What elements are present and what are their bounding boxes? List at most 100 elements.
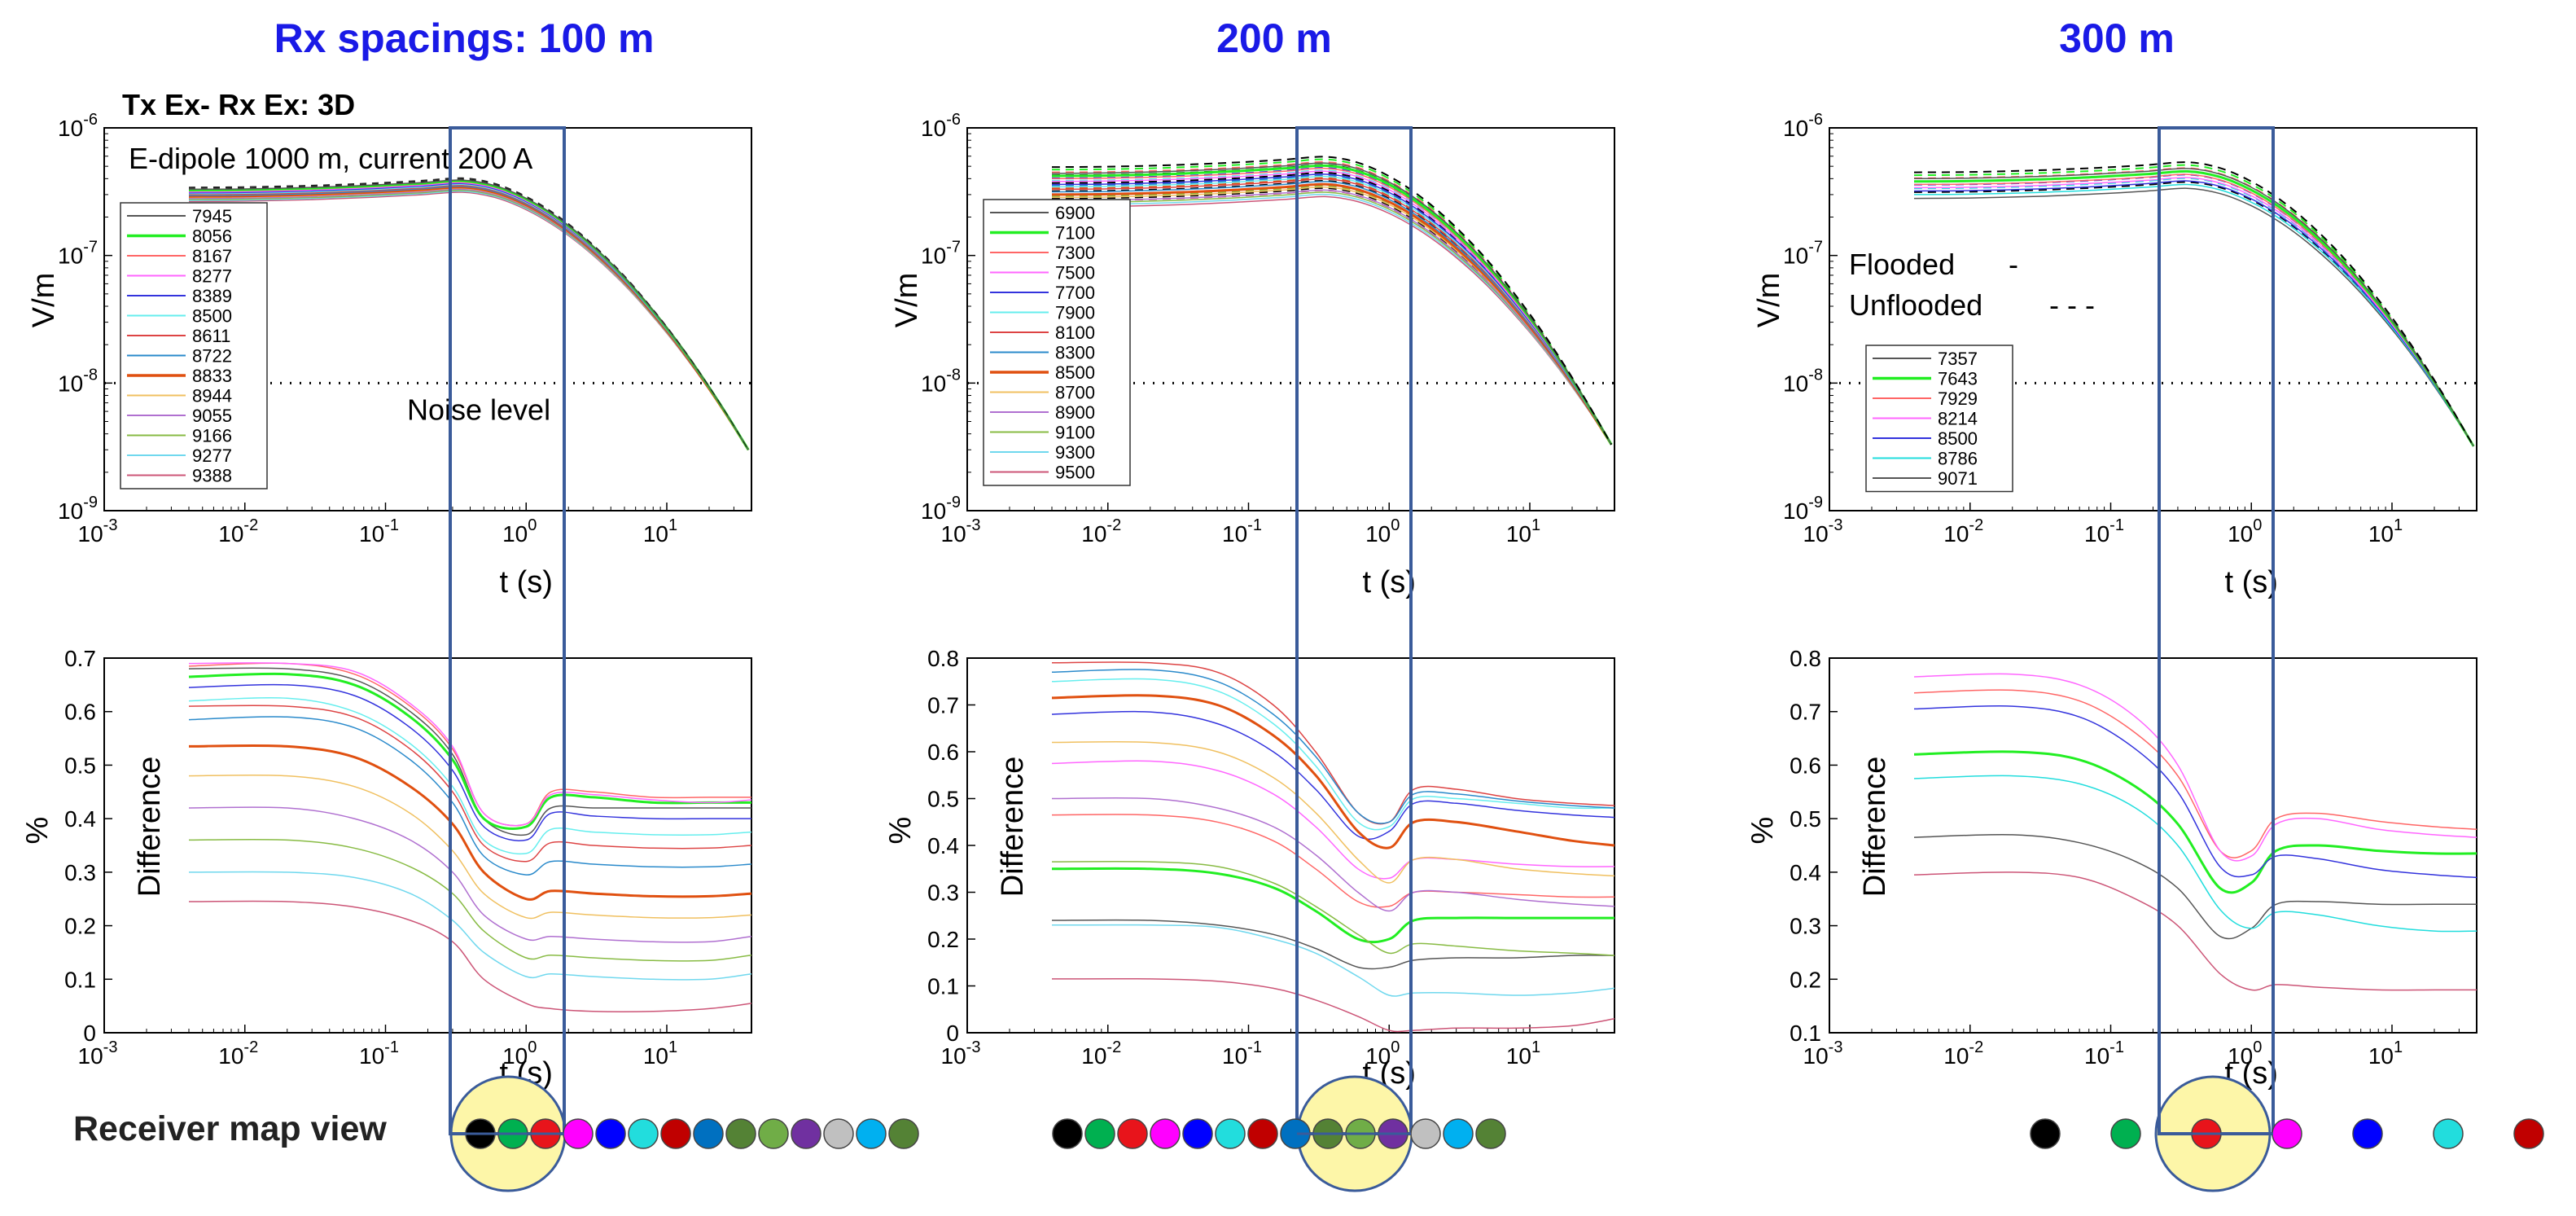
bottom-panel-1-xtick-label-3: 100	[1365, 1038, 1400, 1069]
bottom-panel-2-ytick-label-7: 0.8	[1790, 646, 1821, 671]
bottom-panel-0-ytick-label-4: 0.4	[64, 806, 96, 832]
top-panel-0: 10-9 10-8 10-7 10-6 V/m 10-3 10-2 10-1 100 101 t (…	[27, 88, 752, 599]
top-panel-0-legend-label-8167: 8167	[192, 246, 232, 266]
bottom-panel-0-xtick-label-4: 101	[643, 1038, 677, 1069]
bottom-panel-1-series-8300	[1051, 669, 1615, 824]
top-panel-0-xtick-label-1: 10-2	[218, 516, 258, 547]
top-panel-0-ytick-label-2: 10-7	[58, 239, 98, 269]
top-panel-1-legend-label-7100: 7100	[1055, 223, 1095, 244]
bottom-panel-0-ytick-label-7: 0.7	[64, 646, 96, 671]
top-panel-0-legend-label-9388: 9388	[192, 466, 232, 486]
bottom-panel-1-series-7100	[1051, 867, 1614, 944]
top-panel-1-xtick-label-1: 10-2	[1081, 516, 1121, 547]
bottom-panel-2-ytick-label-1: 0.2	[1790, 967, 1821, 992]
bottom-panel-1-ytick-label-2: 0.2	[927, 927, 959, 952]
bottom-panel-1-inner-label: Difference	[996, 757, 1030, 898]
top-panel-1-series-6900	[1051, 162, 1612, 446]
top-panel-0-ytick-label-3: 10-6	[58, 111, 98, 141]
top-panel-2-annotation-unflooded: Unflooded	[1849, 288, 1982, 322]
bottom-panel-1-series-8500	[1051, 694, 1615, 849]
bottom-panel-1-series-7300	[1051, 814, 1615, 908]
top-panel-1-xtick-label-4: 101	[1506, 516, 1540, 547]
top-panel-2-legend-label-9071: 9071	[1938, 468, 1978, 489]
top-panel-1-series-unflooded-9300	[1051, 187, 1613, 446]
bottom-panel-2-inner-label: Difference	[1858, 757, 1892, 898]
receiver-group-2-receiver-dot-5	[2433, 1118, 2464, 1149]
top-panel-2-xtick-label-0: 10-3	[1803, 516, 1843, 547]
bottom-panel-1-series-6900	[1051, 919, 1615, 970]
bottom-panel-2-xtick-label-2: 10-1	[2084, 1038, 2124, 1069]
bottom-panel-2-series-7643	[1913, 750, 2477, 894]
top-panel-0-legend-label-8611: 8611	[192, 326, 230, 346]
top-panel-2-xlabel: t (s)	[2225, 565, 2278, 599]
receiver-group-0-receiver-dot-7	[693, 1118, 724, 1149]
top-panel-1-ytick-label-1: 10-8	[921, 366, 961, 396]
top-panel-0-legend-label-9055: 9055	[192, 406, 232, 426]
top-panel-2-annotation-flooded-style: -	[2009, 248, 2018, 281]
top-panel-1-series-8900	[1051, 189, 1612, 446]
top-panel-2-legend-label-8500: 8500	[1938, 428, 1978, 449]
top-panel-1-ytick-label-2: 10-7	[921, 239, 961, 269]
top-panel-0-series-7945	[188, 179, 749, 450]
top-panel-0-legend-box	[120, 202, 268, 489]
bottom-panel-2-series-7357	[1913, 833, 2477, 940]
bottom-panel-2-ytick-label-0: 0.1	[1790, 1021, 1821, 1046]
top-panel-1-series-unflooded-8500	[1051, 177, 1613, 446]
top-panel-0-legend-label-8833: 8833	[192, 366, 232, 386]
receiver-group-0-receiver-dot-4	[595, 1118, 626, 1149]
top-panel-0-legend-label-8056: 8056	[192, 226, 232, 247]
bottom-panel-0-ytick-label-3: 0.3	[64, 860, 96, 885]
bottom-panel-0-series-9388	[188, 900, 752, 1012]
receiver-group-1-receiver-dot-6	[1247, 1118, 1278, 1149]
bottom-panel-1-series-9500	[1051, 977, 1615, 1033]
top-panel-0-legend-label-7945: 7945	[192, 206, 232, 226]
bottom-panel-1-ytick-label-3: 0.3	[927, 880, 959, 906]
bottom-panel-1-ytick-label-1: 0.1	[927, 974, 959, 999]
top-panel-2-ytick-label-2: 10-7	[1783, 239, 1823, 269]
top-panel-0-xtick-label-0: 10-3	[78, 516, 118, 547]
bottom-panel-1-ytick-label-4: 0.4	[927, 833, 959, 858]
top-panel-1-legend-label-9300: 9300	[1055, 442, 1095, 463]
receiver-group-1-receiver-dot-1	[1084, 1118, 1115, 1149]
top-panel-0-legend-label-8389: 8389	[192, 286, 232, 306]
bottom-panel-0-xtick-label-1: 10-2	[218, 1038, 258, 1069]
top-panel-0-ylabel: V/m	[27, 273, 61, 328]
top-panel-1-series-unflooded-8300	[1051, 174, 1613, 446]
top-panel-1-xlabel: t (s)	[1363, 565, 1416, 599]
bottom-panel-0-xtick-label-3: 100	[502, 1038, 537, 1069]
bottom-panel-0-series-8500	[188, 696, 752, 855]
top-panel-0-ytick-label-1: 10-8	[58, 366, 98, 396]
bottom-panel-1-ytick-label-5: 0.5	[927, 787, 959, 812]
top-panel-1-series-7500	[1051, 170, 1612, 446]
bottom-panel-0-series-9166	[188, 838, 752, 962]
top-panel-2-series-8214	[1913, 177, 2474, 447]
receiver-group-1-receiver-dot-13	[1475, 1118, 1506, 1149]
bottom-panel-0-series-8833	[188, 744, 752, 901]
bottom-panel-0-xtick-label-2: 10-1	[359, 1038, 399, 1069]
bottom-panel-0-xtick-label-0: 10-3	[78, 1038, 118, 1069]
top-panel-0-xtick-label-4: 101	[643, 516, 677, 547]
bottom-panel-1-xtick-label-4: 101	[1506, 1038, 1540, 1069]
top-panel-0-legend-label-8277: 8277	[192, 266, 232, 287]
receiver-group-1-receiver-dot-4	[1182, 1118, 1213, 1149]
top-panel-2-series-unflooded-9071	[1913, 181, 2475, 447]
bottom-panel-2: 0.1 0.2 0.3 0.4 0.5 0.6 0.7 0.8% Difference 10-3 1…	[1746, 646, 2477, 1091]
top-panel-0-ytick-label-0: 10-9	[58, 494, 98, 524]
top-panel-0-legend-label-8500: 8500	[192, 306, 232, 327]
top-panel-0-legend-label-8722: 8722	[192, 346, 232, 367]
top-panel-1-legend-label-8300: 8300	[1055, 343, 1095, 363]
top-panel-0-annotation-noise: Noise level	[407, 393, 550, 426]
bottom-panel-2-xtick-label-1: 10-2	[1943, 1038, 1983, 1069]
receiver-group-1-receiver-dot-3	[1150, 1118, 1181, 1149]
receiver-group-0-receiver-dot-3	[563, 1118, 594, 1149]
bottom-panel-1-ylabel: %	[883, 817, 918, 845]
bottom-panel-2-ytick-label-3: 0.4	[1790, 860, 1821, 885]
top-panel-2-series-9071	[1913, 187, 2474, 447]
top-panel-0-xtick-label-2: 10-1	[359, 516, 399, 547]
bottom-panel-0-series-8389	[188, 683, 751, 841]
bottom-panel-0-series-8056	[188, 672, 751, 830]
bottom-panel-1-series-8700	[1051, 740, 1615, 884]
bottom-panel-2-ytick-label-5: 0.6	[1790, 753, 1821, 778]
bottom-panel-1-series-8900	[1051, 797, 1615, 912]
